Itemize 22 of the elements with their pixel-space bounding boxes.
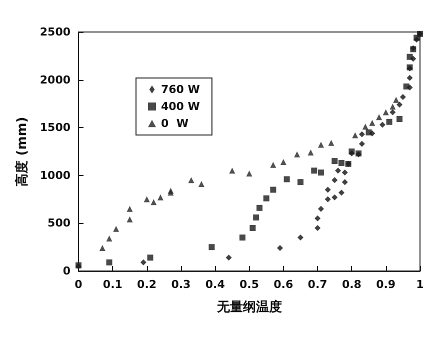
legend-label: 0 W — [161, 117, 188, 130]
x-tick-label: 0.6 — [274, 278, 294, 291]
legend-label: 760 W — [161, 83, 200, 96]
x-axis-title: 无量纲温度 — [216, 299, 282, 315]
y-tick-label: 0 — [62, 264, 71, 278]
x-tick-label: 0.1 — [102, 278, 122, 291]
x-tick-label: 0.7 — [308, 278, 328, 291]
y-tick-label: 1500 — [40, 121, 71, 134]
y-tick-label: 2500 — [40, 26, 71, 38]
x-tick-label: 0.2 — [137, 278, 157, 291]
y-tick-label: 500 — [48, 216, 71, 230]
y-axis-title: 高度 (mm) — [14, 116, 30, 186]
x-tick-label: 0.5 — [240, 278, 260, 291]
x-tick-label: 1 — [416, 278, 424, 291]
x-tick-label: 0.4 — [205, 278, 226, 291]
legend-label: 400 W — [161, 100, 200, 113]
x-tick-label: 0.9 — [376, 278, 396, 291]
x-tick-label: 0 — [74, 278, 83, 291]
y-tick-label: 1000 — [40, 168, 71, 182]
x-tick-label: 0.3 — [171, 278, 191, 291]
x-tick-label: 0.8 — [342, 278, 362, 291]
y-tick-label: 2000 — [40, 73, 71, 86]
